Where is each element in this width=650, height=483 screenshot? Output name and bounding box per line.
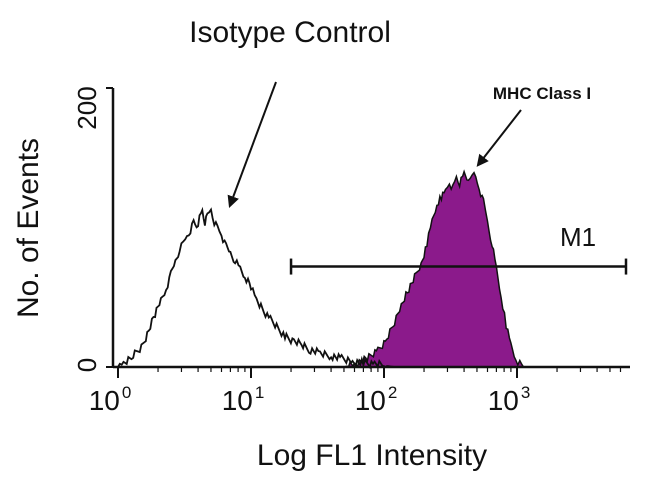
mhc-arrow (476, 109, 522, 167)
mhc-class-histogram (343, 169, 525, 369)
x-tick-label: 10 0 (89, 383, 132, 416)
y-axis-ticks: 0 200 (72, 86, 113, 372)
gate-m1: M1 (289, 222, 628, 275)
isotype-control-label: Isotype Control (189, 16, 391, 49)
x-tick-label: 10 1 (222, 383, 265, 416)
x-axis-label: Log FL1 Intensity (257, 439, 487, 472)
x-tick-label: 10 2 (355, 383, 398, 416)
mhc-class-label: MHC Class I (493, 84, 591, 103)
gate-label: M1 (560, 222, 596, 252)
x-axis-ticks: 10 0 10 1 10 2 10 3 (89, 367, 622, 416)
x-tick-label: 10 3 (488, 383, 531, 416)
y-tick-label: 200 (72, 86, 102, 129)
isotype-arrow (227, 81, 277, 208)
y-axis-label: No. of Events (12, 138, 45, 318)
isotype-control-histogram (117, 206, 395, 370)
y-tick-label: 0 (72, 358, 102, 372)
